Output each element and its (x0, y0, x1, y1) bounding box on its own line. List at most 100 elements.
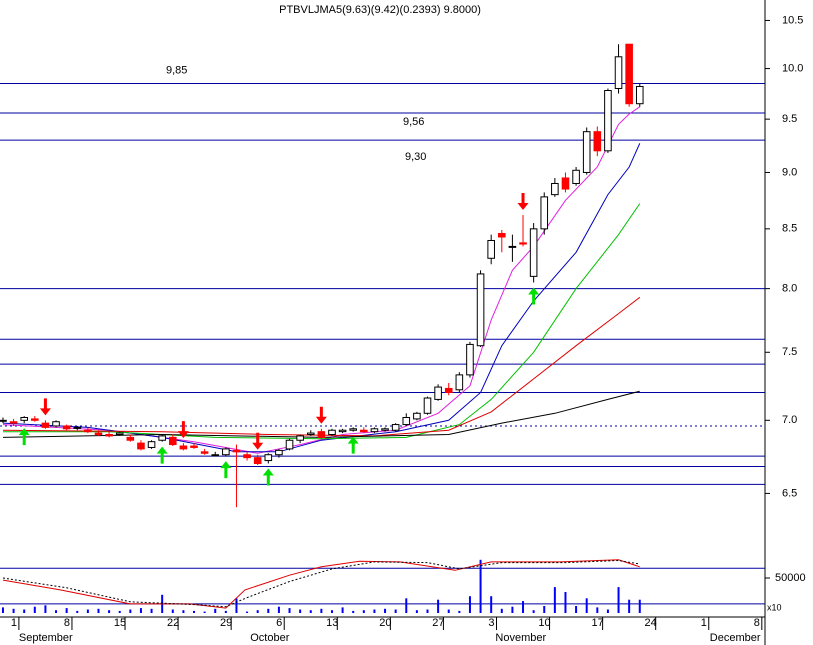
volume-bar (330, 610, 333, 613)
volume-bar (33, 606, 36, 613)
candle-body (243, 454, 251, 459)
candle-body (158, 435, 166, 441)
x-tick-label: 8 (754, 617, 760, 629)
volume-bar (246, 611, 249, 613)
x-tick-label: 13 (326, 617, 338, 629)
candle-body (200, 451, 209, 454)
x-tick-label: 15 (114, 617, 126, 629)
volume-bar (224, 610, 227, 613)
volume-bar (86, 609, 89, 613)
buy-arrow (528, 287, 540, 305)
y-tick-label: 8.0 (782, 283, 797, 295)
candle-body (317, 431, 326, 438)
oscillator-line (2, 559, 640, 608)
candle-body (211, 454, 220, 457)
volume-bar (479, 559, 482, 613)
volume-bar (458, 610, 461, 613)
ma-line (2, 143, 641, 453)
ma-line (2, 106, 641, 454)
oscillator-line (2, 559, 640, 609)
candle-body (84, 429, 92, 433)
candle-body (551, 182, 559, 196)
candle-body (561, 177, 570, 190)
buy-arrow (347, 436, 359, 454)
candle-body (349, 428, 357, 431)
x-tick-label: 1 (701, 617, 707, 629)
volume-bar (309, 610, 312, 613)
candle-body (73, 426, 82, 429)
volume-bar (256, 610, 259, 613)
candle-body (540, 196, 549, 230)
buy-arrow (18, 428, 30, 446)
level-label: 9,85 (166, 64, 187, 76)
y-tick-label: 9.5 (782, 113, 797, 125)
month-label: December (710, 632, 761, 644)
ma-line (3, 203, 641, 440)
candle-body (0, 419, 7, 422)
volume-bar (384, 608, 387, 613)
volume-bar (415, 610, 418, 613)
volume-bar (44, 605, 47, 613)
candle-body (413, 412, 421, 420)
volume-bar (108, 610, 111, 613)
volume-bar (214, 608, 217, 613)
x-tick-label: 1 (11, 617, 17, 629)
month-label: October (250, 632, 289, 644)
volume-bar (76, 610, 79, 613)
candle-body (296, 435, 304, 441)
volume-bar (606, 609, 609, 613)
x-tick-label: 24 (645, 617, 657, 629)
y-tick-label: 7.5 (782, 346, 797, 358)
sell-arrow (39, 398, 51, 416)
level-label: 9,30 (405, 151, 426, 163)
candle-body (338, 429, 347, 433)
buy-arrow (156, 446, 168, 464)
x-tick-label: 8 (64, 617, 70, 629)
candle-body (264, 454, 273, 462)
volume-bar (288, 608, 291, 613)
candle-body (115, 432, 124, 436)
candle-body (391, 424, 400, 431)
volume-bar (628, 599, 631, 613)
volume-bar (638, 599, 641, 613)
candle-body (604, 90, 612, 152)
volume-bar (426, 609, 429, 613)
candle-body (487, 240, 495, 259)
candle-body (94, 432, 103, 436)
volume-bar (564, 592, 567, 613)
volume-bar (1, 607, 4, 613)
volume-bar (437, 599, 440, 613)
volume-bar (532, 610, 535, 613)
x-tick-label: 22 (167, 617, 179, 629)
candle-body (381, 428, 389, 431)
candle-body (402, 417, 411, 426)
volume-bar (447, 609, 450, 613)
volume-bar (235, 598, 238, 613)
volume-bar (97, 608, 100, 613)
candle-body (635, 85, 644, 105)
candle-body (168, 436, 177, 446)
candle-body (9, 421, 18, 424)
ma-line (2, 390, 640, 438)
candle-body (529, 228, 538, 277)
volume-bar (320, 608, 323, 613)
volume-bar (553, 587, 556, 613)
candle-body (455, 374, 464, 391)
candle-body (147, 441, 156, 448)
y-tick-label: 9.0 (782, 166, 797, 178)
volume-bar (468, 596, 471, 613)
volume-bar (575, 606, 578, 613)
candle-body (126, 436, 135, 441)
candle-body (466, 343, 474, 376)
volume-bar (129, 609, 132, 613)
volume-bar (352, 610, 355, 613)
y-tick-label: 6.5 (782, 487, 797, 499)
candle-body (275, 449, 283, 456)
chart-title: PTBVLJMA5(9.63)(9.42)(0.2393) 9.8000) (279, 4, 481, 16)
candle-body (593, 131, 602, 152)
candle-body (519, 242, 527, 245)
x-tick-label: 29 (220, 617, 232, 629)
volume-bar (405, 598, 408, 613)
sell-arrow (315, 406, 327, 424)
